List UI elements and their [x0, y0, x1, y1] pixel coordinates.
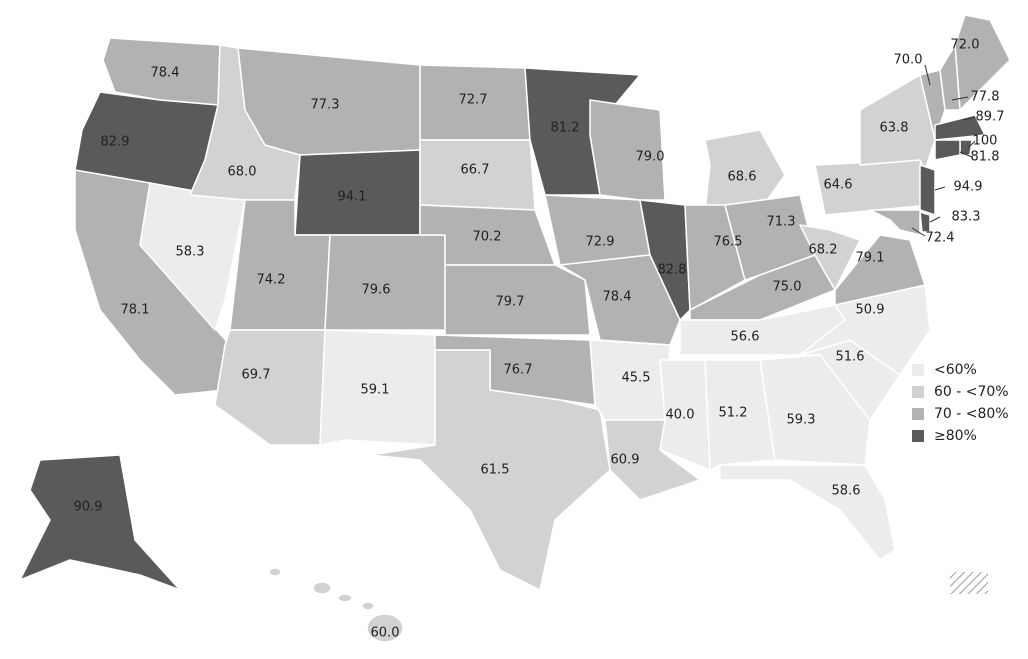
- value-label: 79.0: [636, 150, 665, 165]
- value-label: 79.6: [362, 283, 391, 298]
- value-label: 78.4: [603, 290, 632, 305]
- value-label: 64.6: [824, 178, 853, 193]
- island: [312, 581, 332, 595]
- value-label: 50.9: [856, 303, 885, 318]
- value-label: 75.0: [773, 280, 802, 295]
- state: [919, 164, 936, 216]
- state: [799, 224, 861, 291]
- value-label: 58.3: [176, 245, 205, 260]
- legend: <60% 60 - <70% 70 - <80% ≥80%: [912, 362, 1009, 444]
- state: [934, 114, 986, 141]
- value-label: 58.6: [832, 484, 861, 499]
- value-label: 100: [973, 134, 998, 149]
- value-label: 51.2: [719, 406, 748, 421]
- value-label: 79.7: [496, 295, 525, 310]
- legend-label: <60%: [934, 362, 977, 378]
- state: [934, 139, 961, 161]
- value-label: 71.3: [767, 215, 796, 230]
- island: [268, 567, 282, 577]
- value-label: 70.0: [894, 53, 923, 68]
- value-label: 82.9: [101, 135, 130, 150]
- island: [366, 613, 404, 643]
- value-label: 56.6: [731, 330, 760, 345]
- value-label: 74.2: [257, 273, 286, 288]
- state: [919, 211, 931, 233]
- value-label: 76.7: [504, 363, 533, 378]
- value-labels: 78.4 82.9 78.1 58.3 68.0 77.3 94.1 74.2 79.6 69.7…: [74, 38, 1005, 641]
- value-label: 72.7: [459, 93, 488, 108]
- value-label: 69.7: [242, 368, 271, 383]
- legend-label: 60 - <70%: [934, 384, 1009, 400]
- legend-swatch: [912, 364, 924, 376]
- state: [834, 234, 926, 306]
- value-label: 66.7: [461, 163, 490, 178]
- value-label: 60.9: [611, 453, 640, 468]
- value-label: 61.5: [481, 463, 510, 478]
- value-label: 77.8: [971, 90, 1000, 105]
- state: [869, 209, 921, 236]
- state: [544, 194, 651, 266]
- value-label: 60.0: [371, 626, 400, 641]
- value-label: 68.2: [809, 243, 838, 258]
- value-label: 68.6: [728, 170, 757, 185]
- legend-label: 70 - <80%: [934, 406, 1009, 422]
- value-label: 72.9: [586, 235, 615, 250]
- state: [444, 264, 591, 336]
- state: [369, 349, 611, 591]
- state: [19, 454, 181, 591]
- island: [337, 593, 353, 603]
- state: [319, 329, 436, 446]
- legend-label: ≥80%: [934, 428, 977, 444]
- value-label: 94.9: [954, 180, 983, 195]
- state: [268, 567, 404, 643]
- value-label: 78.4: [151, 66, 180, 81]
- value-label: 94.1: [338, 190, 367, 205]
- state: [759, 354, 871, 466]
- value-label: 79.1: [856, 251, 885, 266]
- value-label: 81.8: [971, 150, 1000, 165]
- value-label: 51.6: [836, 350, 865, 365]
- legend-swatch: [912, 386, 924, 398]
- hatched-area: [950, 572, 988, 594]
- value-label: 72.4: [926, 231, 955, 246]
- value-label: 89.7: [976, 110, 1005, 125]
- island: [361, 601, 375, 611]
- value-label: 90.9: [74, 500, 103, 515]
- states: [19, 14, 1011, 643]
- leader-lines: [911, 64, 976, 237]
- state: [659, 359, 711, 471]
- value-label: 40.0: [666, 408, 695, 423]
- value-label: 83.3: [952, 210, 981, 225]
- state: [214, 329, 326, 446]
- state: [704, 359, 776, 471]
- value-label: 63.8: [880, 121, 909, 136]
- value-label: 45.5: [622, 371, 651, 386]
- value-label: 59.1: [361, 383, 390, 398]
- value-label: 77.3: [311, 98, 340, 113]
- legend-swatch: [912, 430, 924, 442]
- value-label: 76.5: [714, 235, 743, 250]
- state: [799, 284, 931, 376]
- value-label: 82.8: [658, 263, 687, 278]
- value-label: 59.3: [787, 413, 816, 428]
- value-label: 81.2: [551, 121, 580, 136]
- state: [939, 44, 961, 111]
- state: [639, 199, 691, 321]
- legend-swatch: [912, 408, 924, 420]
- state: [719, 464, 896, 561]
- value-label: 72.0: [951, 38, 980, 53]
- value-label: 70.2: [473, 230, 502, 245]
- value-label: 68.0: [228, 165, 257, 180]
- value-label: 78.1: [121, 303, 150, 318]
